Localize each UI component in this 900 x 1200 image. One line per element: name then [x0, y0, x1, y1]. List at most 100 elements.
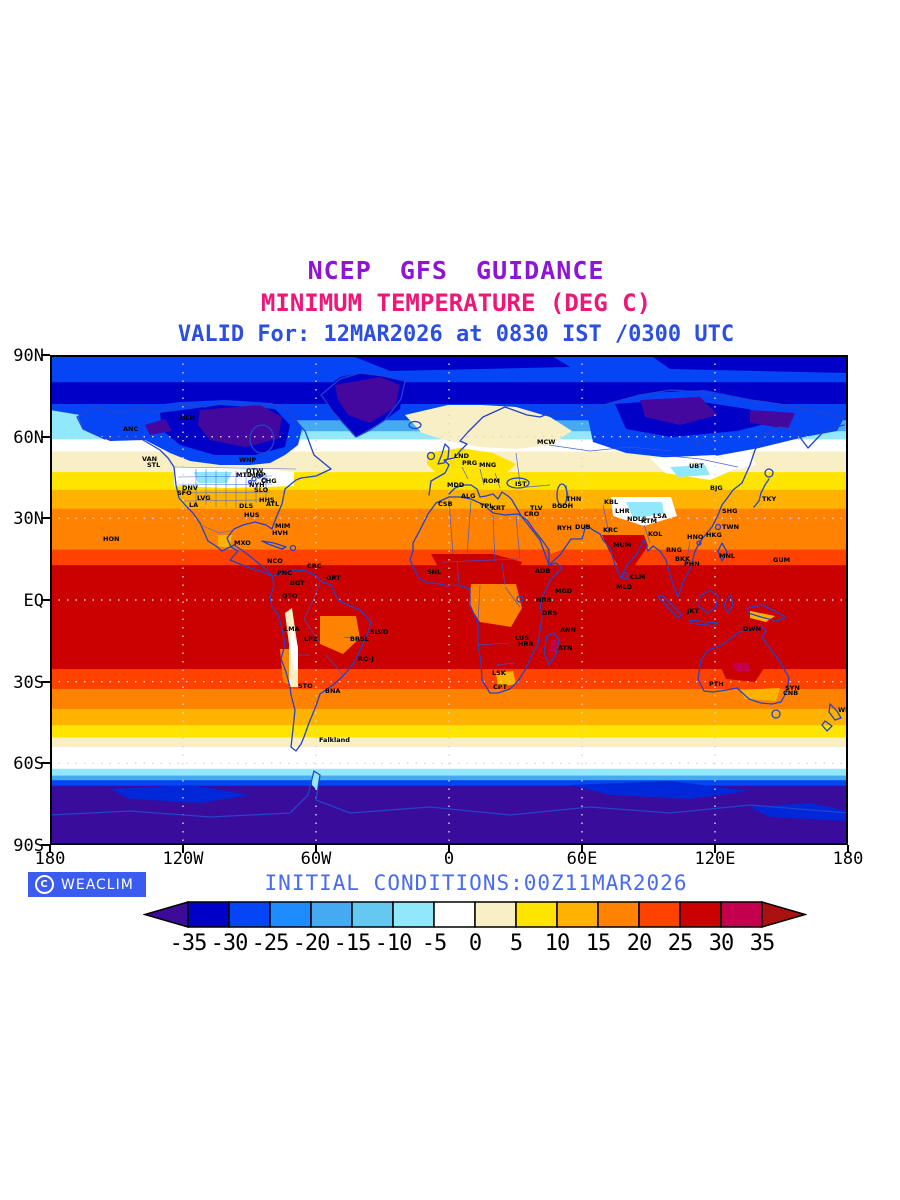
colorbar-tick-label: -20	[292, 931, 331, 956]
city-label: NCO	[267, 557, 283, 565]
city-label: SLO	[254, 486, 269, 494]
city-label: DRS	[542, 609, 557, 617]
city-label: NDLS	[627, 515, 647, 523]
colorbar-segment	[474, 901, 517, 928]
colorbar-segment	[720, 901, 763, 928]
city-label: DLH	[180, 414, 195, 422]
city-label: JKT	[686, 607, 699, 615]
city-label: KOL	[648, 530, 662, 538]
city-label: LA	[189, 501, 198, 509]
city-label: MTL	[236, 471, 251, 479]
city-label: LMA	[284, 625, 300, 633]
colorbar-tick-label: -25	[251, 931, 290, 956]
colorbar-tick-label: 10	[544, 931, 570, 956]
city-label: RNG	[666, 546, 682, 554]
colorbar-segment	[597, 901, 640, 928]
lat-tick	[41, 762, 50, 765]
city-label: BRSL	[350, 635, 369, 643]
lat-tick-label: 60S	[13, 754, 44, 775]
city-label: ATL	[266, 500, 279, 508]
city-label: PNC	[277, 569, 292, 577]
country-borders	[173, 444, 739, 676]
colorbar-segment	[187, 901, 230, 928]
city-label: THN	[566, 495, 581, 503]
temp-band	[50, 737, 848, 748]
city-label: RO-J	[358, 655, 374, 663]
map-area: ANC DLH VAN STL WNP MNP OTW MTL NYH CHG DNV SLO SFO L…	[50, 355, 848, 845]
lon-tick	[49, 845, 51, 853]
lon-tick	[182, 845, 184, 853]
lon-tick	[714, 845, 716, 853]
city-label: ROM	[483, 477, 500, 485]
colorbar-tick-label: 25	[667, 931, 693, 956]
city-label: Falkland	[319, 736, 350, 744]
city-label: MGD	[555, 587, 573, 595]
colorbar-over-arrow	[761, 901, 807, 928]
lon-tick-label: 60W	[300, 849, 332, 869]
initial-conditions-text: INITIAL CONDITIONS:00Z11MAR2026	[264, 871, 688, 895]
weaclim-logo: C WEACLIM	[28, 872, 146, 897]
city-label: SFO	[177, 489, 192, 497]
city-label: LHR	[615, 507, 630, 515]
city-label: LND	[454, 452, 470, 460]
lon-tick-label: 120E	[694, 849, 736, 869]
city-label: TWN	[722, 523, 739, 531]
lon-tick-label: 180	[34, 849, 66, 869]
lon-tick	[448, 845, 450, 853]
city-label: DNV	[182, 484, 198, 492]
city-label: LSK	[492, 669, 507, 677]
city-label: PRG	[462, 459, 477, 467]
city-label: SLVD	[370, 628, 389, 636]
graticule	[50, 355, 848, 845]
colorbar-tick-label: -10	[374, 931, 413, 956]
city-label: DWN	[743, 625, 761, 633]
lat-tick	[41, 354, 50, 356]
city-label: BGT	[290, 579, 305, 587]
lat-tick-label: 90S	[13, 836, 44, 856]
temp-band	[50, 747, 848, 770]
city-label: CNB	[783, 689, 798, 697]
city-label: ANC	[123, 425, 138, 433]
colorbar-segment	[228, 901, 271, 928]
city-label: ADB	[535, 567, 550, 575]
colorbar-segment	[515, 901, 558, 928]
city-label: MUM	[613, 541, 631, 549]
city-label: HHS	[259, 496, 275, 504]
temp-band	[50, 775, 848, 781]
colorbar-segment	[433, 901, 476, 928]
colorbar-tick-label: -5	[421, 931, 447, 956]
colorbar-tick-label: 35	[749, 931, 775, 956]
lat-tick-label: EQ	[23, 591, 44, 611]
city-label: CLM	[630, 573, 645, 581]
city-label: HUS	[244, 511, 260, 519]
city-label: PTH	[709, 680, 724, 688]
city-label: ALG	[461, 492, 476, 500]
city-label: BNA	[325, 687, 340, 695]
city-label: NYH	[249, 481, 265, 489]
temp-band	[50, 529, 848, 551]
lon-tick-label: 0	[443, 849, 455, 869]
colorbar-segment	[269, 901, 312, 928]
city-label: HRR	[518, 640, 533, 648]
city-label: SYN	[785, 684, 800, 692]
city-label: CRC	[307, 562, 322, 570]
city-label: TLV	[530, 504, 543, 512]
colorbar	[143, 901, 807, 928]
title-valid-time: VALID For: 12MAR2026 at 0830 IST /0300 U…	[177, 322, 735, 347]
city-label: CSB	[438, 500, 453, 508]
city-label: HKG	[706, 531, 722, 539]
city-label: BJG	[710, 484, 723, 492]
title-variable: MINIMUM TEMPERATURE (DEG C)	[260, 289, 652, 317]
city-label: KRT	[491, 504, 506, 512]
lat-tick-label: 30N	[13, 509, 44, 530]
city-label: ATN	[558, 644, 572, 652]
lat-tick	[41, 435, 50, 438]
city-label: DUB	[575, 523, 591, 531]
city-label: WNP	[239, 456, 257, 464]
colorbar-tick-labels: -35 -30 -25 -20 -15 -10 -5 0 5 10 15 20 25 30 35	[143, 931, 807, 959]
city-label: CRO	[524, 510, 540, 518]
city-label: HON	[103, 535, 119, 543]
lon-tick	[847, 845, 849, 853]
